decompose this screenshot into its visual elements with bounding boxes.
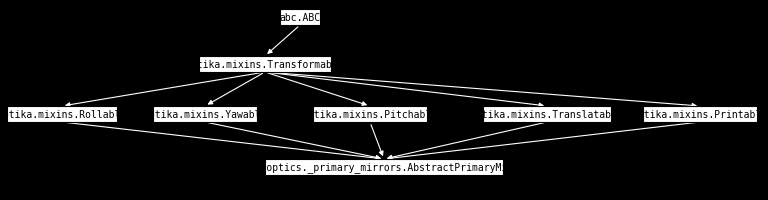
Text: optika.mixins.Printable: optika.mixins.Printable xyxy=(632,109,767,119)
FancyBboxPatch shape xyxy=(153,106,257,122)
FancyBboxPatch shape xyxy=(265,159,503,175)
FancyBboxPatch shape xyxy=(280,10,320,26)
FancyBboxPatch shape xyxy=(8,106,117,122)
FancyBboxPatch shape xyxy=(313,106,427,122)
Text: optika.mixins.Transformable: optika.mixins.Transformable xyxy=(186,60,344,70)
FancyBboxPatch shape xyxy=(483,106,611,122)
Text: optika.mixins.Rollable: optika.mixins.Rollable xyxy=(0,109,127,119)
FancyBboxPatch shape xyxy=(643,106,757,122)
Text: optika.mixins.Pitchable: optika.mixins.Pitchable xyxy=(303,109,438,119)
Text: abc.ABC: abc.ABC xyxy=(280,13,320,23)
Text: optika.mixins.Yawable: optika.mixins.Yawable xyxy=(144,109,266,119)
Text: optika.mixins.Translatable: optika.mixins.Translatable xyxy=(471,109,624,119)
FancyBboxPatch shape xyxy=(199,57,331,73)
Text: esis.optics._primary_mirrors.AbstractPrimaryMirror: esis.optics._primary_mirrors.AbstractPri… xyxy=(237,162,531,173)
